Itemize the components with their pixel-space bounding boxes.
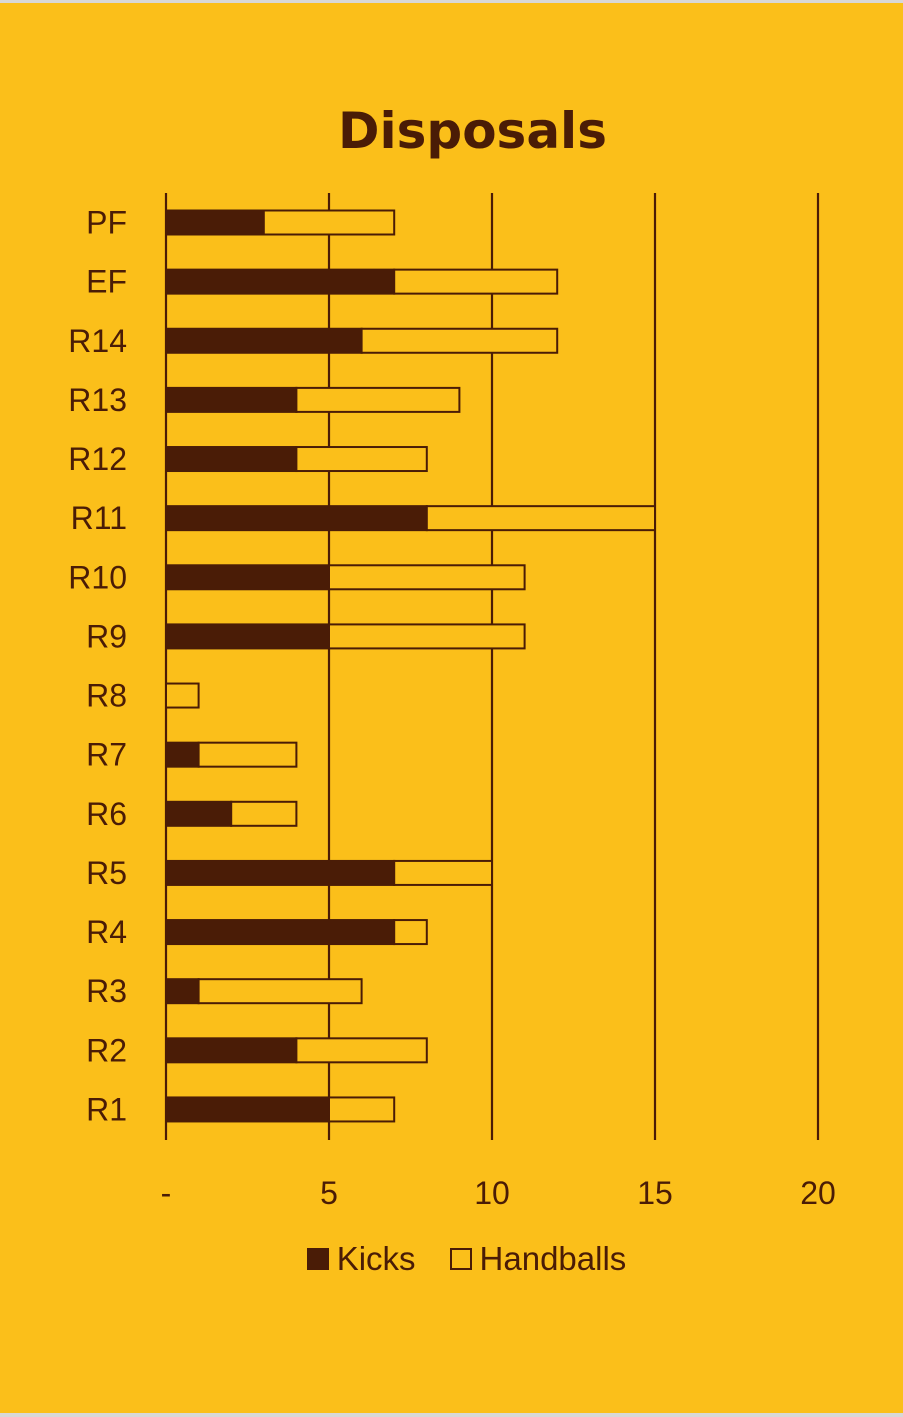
category-label-r12: R12 xyxy=(68,441,127,477)
category-label-r13: R13 xyxy=(68,382,127,418)
bar-kicks-r2 xyxy=(165,1037,298,1064)
x-tick-label-15: 15 xyxy=(637,1175,673,1211)
bar-kicks-r4 xyxy=(165,919,396,946)
x-tick-label-0: - xyxy=(161,1175,172,1211)
legend-swatch-handballs xyxy=(449,1248,472,1270)
bar-handballs-ef xyxy=(393,268,559,295)
category-label-r7: R7 xyxy=(86,737,127,773)
bar-handballs-r5 xyxy=(393,859,494,886)
legend: Kicks Handballs xyxy=(0,1240,903,1278)
x-tick-labels: - 5 10 15 20 xyxy=(161,1175,836,1211)
category-label-pf: PF xyxy=(86,205,127,241)
category-label-r14: R14 xyxy=(68,323,127,359)
category-label-ef: EF xyxy=(86,264,127,300)
bar-kicks-r11 xyxy=(165,505,428,532)
bar-handballs-r13 xyxy=(295,386,461,413)
legend-label-kicks: Kicks xyxy=(336,1240,416,1277)
bar-handballs-r6 xyxy=(230,800,298,827)
bar-handballs-r3 xyxy=(197,978,363,1005)
bar-kicks-ef xyxy=(165,268,396,295)
bar-handballs-r7 xyxy=(197,741,298,768)
category-label-r11: R11 xyxy=(71,500,127,536)
bar-handballs-r8 xyxy=(165,682,200,709)
x-tick-label-10: 10 xyxy=(474,1175,510,1211)
bar-handballs-r12 xyxy=(295,446,428,473)
bar-kicks-r9 xyxy=(165,623,330,650)
category-label-r5: R5 xyxy=(86,855,127,891)
bar-kicks-r6 xyxy=(165,800,233,827)
category-labels: PF EF R14 R13 R12 R11 R10 R9 R8 R7 R6 R5 R4 R3 R2 R1 xyxy=(68,205,127,1128)
category-label-r4: R4 xyxy=(86,914,127,950)
x-tick-label-5: 5 xyxy=(320,1175,338,1211)
category-label-r1: R1 xyxy=(86,1091,127,1127)
bar-kicks-r3 xyxy=(165,978,200,1005)
category-label-r10: R10 xyxy=(68,559,127,595)
category-label-r3: R3 xyxy=(86,973,127,1009)
bar-handballs-r9 xyxy=(328,623,526,650)
category-label-r2: R2 xyxy=(86,1032,127,1068)
category-label-r6: R6 xyxy=(86,796,127,832)
category-label-r9: R9 xyxy=(86,618,127,654)
category-label-r8: R8 xyxy=(86,678,127,714)
bar-kicks-pf xyxy=(165,209,265,236)
x-tick-label-20: 20 xyxy=(800,1175,836,1211)
legend-entry-kicks: Kicks xyxy=(306,1240,416,1278)
bar-kicks-r5 xyxy=(165,859,396,886)
bar-kicks-r14 xyxy=(165,327,363,354)
bar-handballs-r2 xyxy=(295,1037,428,1064)
bar-handballs-r14 xyxy=(360,327,559,354)
bar-handballs-r4 xyxy=(393,919,428,946)
legend-label-handballs: Handballs xyxy=(479,1240,627,1277)
bar-kicks-r12 xyxy=(165,446,298,473)
legend-entry-handballs: Handballs xyxy=(449,1240,627,1278)
chart-background xyxy=(0,3,903,1413)
bars xyxy=(165,209,656,1123)
bar-kicks-r13 xyxy=(165,386,298,413)
bar-kicks-r1 xyxy=(165,1096,330,1123)
bar-kicks-r10 xyxy=(165,564,330,591)
legend-swatch-kicks xyxy=(306,1248,329,1270)
bar-handballs-r1 xyxy=(328,1096,396,1123)
bar-kicks-r7 xyxy=(165,741,200,768)
bar-handballs-pf xyxy=(262,209,396,236)
chart-title: Disposals xyxy=(338,102,607,160)
bar-handballs-r10 xyxy=(328,564,526,591)
bar-handballs-r11 xyxy=(425,505,656,532)
